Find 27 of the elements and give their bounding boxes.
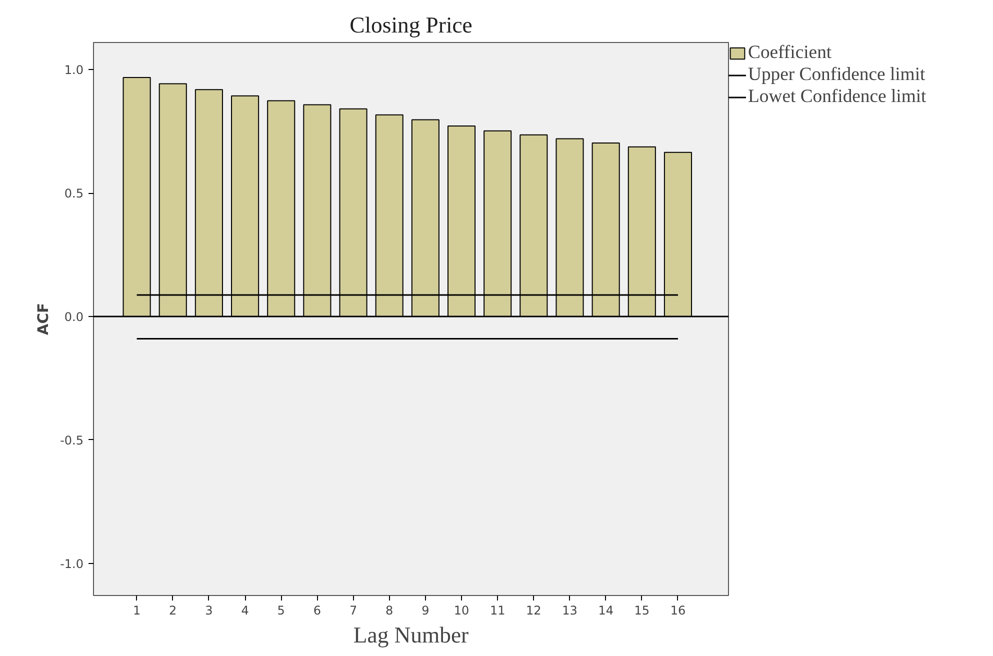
x-tick-label: 8 xyxy=(386,604,394,618)
x-tick-label: 2 xyxy=(169,604,177,618)
x-tick-label: 15 xyxy=(634,604,650,618)
x-tick-label: 10 xyxy=(454,604,470,618)
legend-label: Lowet Confidence limit xyxy=(748,86,926,108)
legend-label: Upper Confidence limit xyxy=(748,64,926,86)
x-tick-label: 3 xyxy=(205,604,213,618)
legend-label: Coefficient xyxy=(748,42,832,64)
x-tick-label: 11 xyxy=(490,604,506,618)
y-tick-label: -1.0 xyxy=(60,556,84,571)
y-tick-label: -0.5 xyxy=(60,433,84,448)
x-tick-label: 4 xyxy=(241,604,249,618)
chart-title: Closing Price xyxy=(350,12,472,38)
x-tick-label: 6 xyxy=(313,604,322,618)
y-tick-label: 1.0 xyxy=(64,63,84,78)
x-tick-label: 16 xyxy=(670,604,686,618)
x-tick-label: 5 xyxy=(277,604,285,618)
x-tick-label: 12 xyxy=(526,604,542,618)
x-tick-label: 7 xyxy=(349,604,358,618)
y-tick-label: 0.5 xyxy=(64,186,84,201)
x-tick-label: 1 xyxy=(132,604,141,618)
x-tick-label: 9 xyxy=(422,604,430,618)
y-tick-label: 0.0 xyxy=(64,310,84,324)
x-axis-title: Lag Number xyxy=(353,622,470,648)
x-tick-label: 13 xyxy=(562,604,578,618)
x-tick-label: 14 xyxy=(598,604,614,618)
y-axis-title: ACF xyxy=(35,302,52,336)
